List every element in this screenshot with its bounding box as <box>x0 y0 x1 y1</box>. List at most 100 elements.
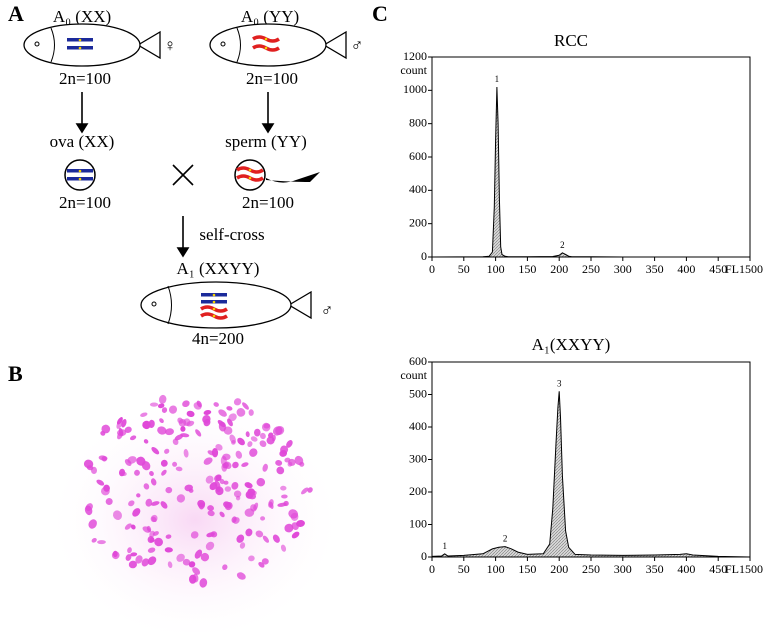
chromosome-spot <box>236 572 246 580</box>
chromosome-spot <box>263 423 271 429</box>
y-tick-label: 500 <box>409 386 427 400</box>
chromosome-spot <box>192 567 201 575</box>
sex-symbol: ♀ <box>164 36 177 55</box>
chromosome-spot <box>194 549 203 559</box>
chromosome-spot <box>233 398 242 406</box>
chromosome-spot <box>231 481 239 490</box>
chromosome-spot <box>101 424 111 434</box>
chromosome-spot <box>164 547 173 553</box>
chromosome-spot <box>245 528 253 537</box>
chromosome-spot <box>235 450 243 459</box>
chromosome-spot <box>143 483 150 490</box>
fish-gill <box>167 285 172 325</box>
chromosome-spot <box>150 514 158 523</box>
chromosome-spot <box>248 409 254 416</box>
chromosome-spot <box>232 517 240 524</box>
centromere <box>212 300 216 304</box>
chromosome-spot <box>143 439 149 444</box>
chromosome-spot <box>128 500 135 507</box>
chromosome-spot <box>253 502 259 511</box>
chromosome-spot <box>182 400 190 408</box>
x-tick-label: 450 <box>709 562 727 576</box>
chromosome-spot <box>146 525 152 533</box>
chromosome-spot <box>214 480 221 489</box>
x-tick-label: 400 <box>677 262 695 276</box>
chromosome-spot <box>211 448 219 458</box>
chromosome-spot <box>222 564 228 571</box>
chromosome-spot <box>129 435 137 441</box>
chromosome-spot <box>97 540 106 545</box>
chromosome-spot <box>121 418 127 428</box>
chromosome-spot <box>205 541 215 551</box>
cross-label: self-cross <box>199 225 264 244</box>
chart-title: A₁(XXYY) <box>532 335 611 354</box>
fish-eye <box>34 41 40 47</box>
chromosome-spot <box>103 484 110 492</box>
chromosome-spot <box>217 420 226 428</box>
chromosome-spot <box>203 418 211 427</box>
chromosome-spot <box>239 542 246 549</box>
chromosome-spot <box>176 553 185 562</box>
sex-symbol: ♂ <box>351 36 364 55</box>
chromosome-spot <box>228 413 237 422</box>
chromosome-spot <box>280 485 287 491</box>
chromosome-spot <box>124 523 132 530</box>
panel-label: C <box>372 1 388 26</box>
histogram-area <box>431 391 751 558</box>
chromosome-spot <box>136 493 141 498</box>
ploidy: 2n=100 <box>59 193 111 212</box>
chromosome-spot <box>269 501 274 509</box>
x-tick-label: 500 <box>745 562 763 576</box>
peak-label: 3 <box>557 378 562 388</box>
plot-frame <box>431 361 751 558</box>
ploidy: 2n=100 <box>246 69 298 88</box>
y-axis-label: count <box>400 368 427 382</box>
chromosome-spot <box>283 500 289 507</box>
chromosome-spot <box>205 475 214 484</box>
chromosome-spot <box>149 537 155 543</box>
chromosome-spot <box>250 436 258 442</box>
chromosome-spot <box>180 433 190 438</box>
chromosome-spot <box>88 519 97 529</box>
chromosome-spot <box>249 448 258 457</box>
chromosome-spot <box>150 501 160 506</box>
chromosome-spot <box>207 510 215 517</box>
chromosome-spot <box>268 432 274 439</box>
chromosome-spot <box>111 551 120 560</box>
peak-label: 1 <box>442 541 447 551</box>
chromosome-spot <box>256 477 266 487</box>
centromere <box>212 314 216 318</box>
fish-label: A₀ (XX) <box>53 7 111 26</box>
chromosome-spot <box>149 470 154 477</box>
chromosome-spot <box>159 418 164 423</box>
chromosome-spot <box>136 456 146 466</box>
chromosome-spot <box>288 458 296 466</box>
chromosome-spot <box>165 534 172 539</box>
chromosome-spot <box>186 410 195 418</box>
chromosome-spot <box>160 501 168 509</box>
chromosome-spot <box>183 448 189 458</box>
x-tick-label: 0 <box>429 562 435 576</box>
centromere <box>78 177 82 181</box>
chromosome-spot <box>167 561 173 569</box>
chromosome-spot <box>232 461 239 469</box>
chromosome-spot <box>281 494 288 499</box>
chromosome-spot <box>231 440 236 445</box>
chromosome-spot <box>196 400 202 408</box>
chromosome-spot <box>145 498 153 507</box>
y-tick-label: 600 <box>409 149 427 163</box>
centromere <box>212 307 216 311</box>
sperm-tail <box>266 172 320 183</box>
chromosome-spot <box>154 537 163 547</box>
chromosome-spot <box>161 407 168 413</box>
chromosome-spot <box>223 480 229 485</box>
chromosome-spot <box>132 508 141 517</box>
chromosome-spot <box>218 409 227 417</box>
fish-eye <box>220 41 226 47</box>
ploidy: 4n=200 <box>192 329 244 348</box>
chromosome-spot <box>272 426 283 436</box>
chromosome-spot <box>248 555 255 562</box>
y-tick-label: 0 <box>421 249 427 263</box>
chromosome-spot <box>215 486 224 496</box>
chromosome-spot <box>227 418 233 427</box>
